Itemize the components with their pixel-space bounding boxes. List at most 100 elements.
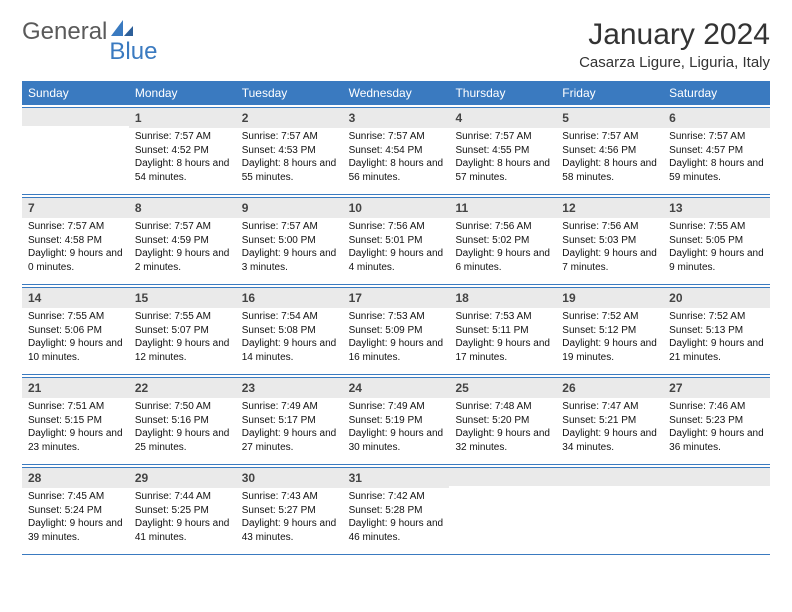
day-body: Sunrise: 7:57 AMSunset: 4:59 PMDaylight:…: [129, 218, 236, 278]
header: General Blue January 2024 Casarza Ligure…: [22, 18, 770, 71]
day-number: 8: [129, 198, 236, 218]
calendar: Sunday Monday Tuesday Wednesday Thursday…: [22, 81, 770, 555]
weekday-label: Sunday: [22, 81, 129, 105]
day-sr: Sunrise: 7:47 AM: [562, 400, 657, 414]
day-sr: Sunrise: 7:46 AM: [669, 400, 764, 414]
day-body: Sunrise: 7:49 AMSunset: 5:19 PMDaylight:…: [343, 398, 450, 458]
day-number: 23: [236, 378, 343, 398]
calendar-day: 31Sunrise: 7:42 AMSunset: 5:28 PMDayligh…: [343, 468, 450, 554]
day-dl: Daylight: 8 hours and 56 minutes.: [349, 157, 444, 184]
day-number: 3: [343, 108, 450, 128]
day-ss: Sunset: 5:17 PM: [242, 414, 337, 428]
day-number: 2: [236, 108, 343, 128]
calendar-week: 1Sunrise: 7:57 AMSunset: 4:52 PMDaylight…: [22, 107, 770, 195]
day-body: Sunrise: 7:55 AMSunset: 5:07 PMDaylight:…: [129, 308, 236, 368]
day-body: Sunrise: 7:51 AMSunset: 5:15 PMDaylight:…: [22, 398, 129, 458]
calendar-day: 30Sunrise: 7:43 AMSunset: 5:27 PMDayligh…: [236, 468, 343, 554]
weekday-label: Wednesday: [343, 81, 450, 105]
day-number: 27: [663, 378, 770, 398]
calendar-day: 4Sunrise: 7:57 AMSunset: 4:55 PMDaylight…: [449, 108, 556, 194]
weekday-header: Sunday Monday Tuesday Wednesday Thursday…: [22, 81, 770, 105]
day-ss: Sunset: 4:59 PM: [135, 234, 230, 248]
weekday-label: Tuesday: [236, 81, 343, 105]
day-ss: Sunset: 5:19 PM: [349, 414, 444, 428]
day-dl: Daylight: 9 hours and 2 minutes.: [135, 247, 230, 274]
day-body: Sunrise: 7:49 AMSunset: 5:17 PMDaylight:…: [236, 398, 343, 458]
day-number: 16: [236, 288, 343, 308]
day-body: Sunrise: 7:52 AMSunset: 5:12 PMDaylight:…: [556, 308, 663, 368]
day-number: 5: [556, 108, 663, 128]
day-ss: Sunset: 5:28 PM: [349, 504, 444, 518]
calendar-day: 16Sunrise: 7:54 AMSunset: 5:08 PMDayligh…: [236, 288, 343, 374]
day-dl: Daylight: 9 hours and 19 minutes.: [562, 337, 657, 364]
day-number: [22, 108, 129, 126]
day-sr: Sunrise: 7:42 AM: [349, 490, 444, 504]
weekday-label: Friday: [556, 81, 663, 105]
calendar-day: 5Sunrise: 7:57 AMSunset: 4:56 PMDaylight…: [556, 108, 663, 194]
day-dl: Daylight: 9 hours and 32 minutes.: [455, 427, 550, 454]
day-number: 11: [449, 198, 556, 218]
day-sr: Sunrise: 7:49 AM: [242, 400, 337, 414]
day-ss: Sunset: 4:58 PM: [28, 234, 123, 248]
day-ss: Sunset: 4:53 PM: [242, 144, 337, 158]
day-body: Sunrise: 7:55 AMSunset: 5:05 PMDaylight:…: [663, 218, 770, 278]
day-dl: Daylight: 9 hours and 36 minutes.: [669, 427, 764, 454]
day-dl: Daylight: 8 hours and 58 minutes.: [562, 157, 657, 184]
day-body: Sunrise: 7:57 AMSunset: 4:58 PMDaylight:…: [22, 218, 129, 278]
day-body: Sunrise: 7:50 AMSunset: 5:16 PMDaylight:…: [129, 398, 236, 458]
calendar-day: 18Sunrise: 7:53 AMSunset: 5:11 PMDayligh…: [449, 288, 556, 374]
day-sr: Sunrise: 7:55 AM: [669, 220, 764, 234]
day-body: Sunrise: 7:48 AMSunset: 5:20 PMDaylight:…: [449, 398, 556, 458]
day-body: Sunrise: 7:57 AMSunset: 4:56 PMDaylight:…: [556, 128, 663, 188]
calendar-day: 11Sunrise: 7:56 AMSunset: 5:02 PMDayligh…: [449, 198, 556, 284]
day-number: 22: [129, 378, 236, 398]
day-sr: Sunrise: 7:57 AM: [28, 220, 123, 234]
day-sr: Sunrise: 7:53 AM: [455, 310, 550, 324]
calendar-week: 21Sunrise: 7:51 AMSunset: 5:15 PMDayligh…: [22, 377, 770, 465]
day-ss: Sunset: 5:21 PM: [562, 414, 657, 428]
day-sr: Sunrise: 7:45 AM: [28, 490, 123, 504]
day-ss: Sunset: 5:23 PM: [669, 414, 764, 428]
day-number: [449, 468, 556, 486]
calendar-day: 10Sunrise: 7:56 AMSunset: 5:01 PMDayligh…: [343, 198, 450, 284]
day-sr: Sunrise: 7:57 AM: [242, 130, 337, 144]
day-ss: Sunset: 5:09 PM: [349, 324, 444, 338]
calendar-day: 3Sunrise: 7:57 AMSunset: 4:54 PMDaylight…: [343, 108, 450, 194]
calendar-day: [663, 468, 770, 554]
day-body: Sunrise: 7:46 AMSunset: 5:23 PMDaylight:…: [663, 398, 770, 458]
calendar-day: 26Sunrise: 7:47 AMSunset: 5:21 PMDayligh…: [556, 378, 663, 464]
day-ss: Sunset: 5:05 PM: [669, 234, 764, 248]
day-dl: Daylight: 9 hours and 25 minutes.: [135, 427, 230, 454]
weekday-label: Thursday: [449, 81, 556, 105]
day-number: 30: [236, 468, 343, 488]
day-number: 29: [129, 468, 236, 488]
calendar-day: [449, 468, 556, 554]
day-body: Sunrise: 7:47 AMSunset: 5:21 PMDaylight:…: [556, 398, 663, 458]
day-ss: Sunset: 5:16 PM: [135, 414, 230, 428]
day-sr: Sunrise: 7:53 AM: [349, 310, 444, 324]
calendar-day: 15Sunrise: 7:55 AMSunset: 5:07 PMDayligh…: [129, 288, 236, 374]
calendar-day: 23Sunrise: 7:49 AMSunset: 5:17 PMDayligh…: [236, 378, 343, 464]
calendar-day: 2Sunrise: 7:57 AMSunset: 4:53 PMDaylight…: [236, 108, 343, 194]
calendar-day: 12Sunrise: 7:56 AMSunset: 5:03 PMDayligh…: [556, 198, 663, 284]
day-ss: Sunset: 5:12 PM: [562, 324, 657, 338]
day-sr: Sunrise: 7:57 AM: [135, 130, 230, 144]
day-number: 14: [22, 288, 129, 308]
day-dl: Daylight: 8 hours and 54 minutes.: [135, 157, 230, 184]
day-ss: Sunset: 4:54 PM: [349, 144, 444, 158]
day-dl: Daylight: 9 hours and 6 minutes.: [455, 247, 550, 274]
day-ss: Sunset: 5:06 PM: [28, 324, 123, 338]
day-dl: Daylight: 9 hours and 41 minutes.: [135, 517, 230, 544]
day-sr: Sunrise: 7:56 AM: [455, 220, 550, 234]
day-sr: Sunrise: 7:57 AM: [242, 220, 337, 234]
day-body: Sunrise: 7:53 AMSunset: 5:09 PMDaylight:…: [343, 308, 450, 368]
day-sr: Sunrise: 7:52 AM: [669, 310, 764, 324]
day-ss: Sunset: 5:13 PM: [669, 324, 764, 338]
day-body: Sunrise: 7:42 AMSunset: 5:28 PMDaylight:…: [343, 488, 450, 548]
page-title: January 2024: [579, 18, 770, 52]
calendar-day: 7Sunrise: 7:57 AMSunset: 4:58 PMDaylight…: [22, 198, 129, 284]
day-ss: Sunset: 5:15 PM: [28, 414, 123, 428]
day-ss: Sunset: 5:00 PM: [242, 234, 337, 248]
day-body: Sunrise: 7:52 AMSunset: 5:13 PMDaylight:…: [663, 308, 770, 368]
calendar-day: 29Sunrise: 7:44 AMSunset: 5:25 PMDayligh…: [129, 468, 236, 554]
